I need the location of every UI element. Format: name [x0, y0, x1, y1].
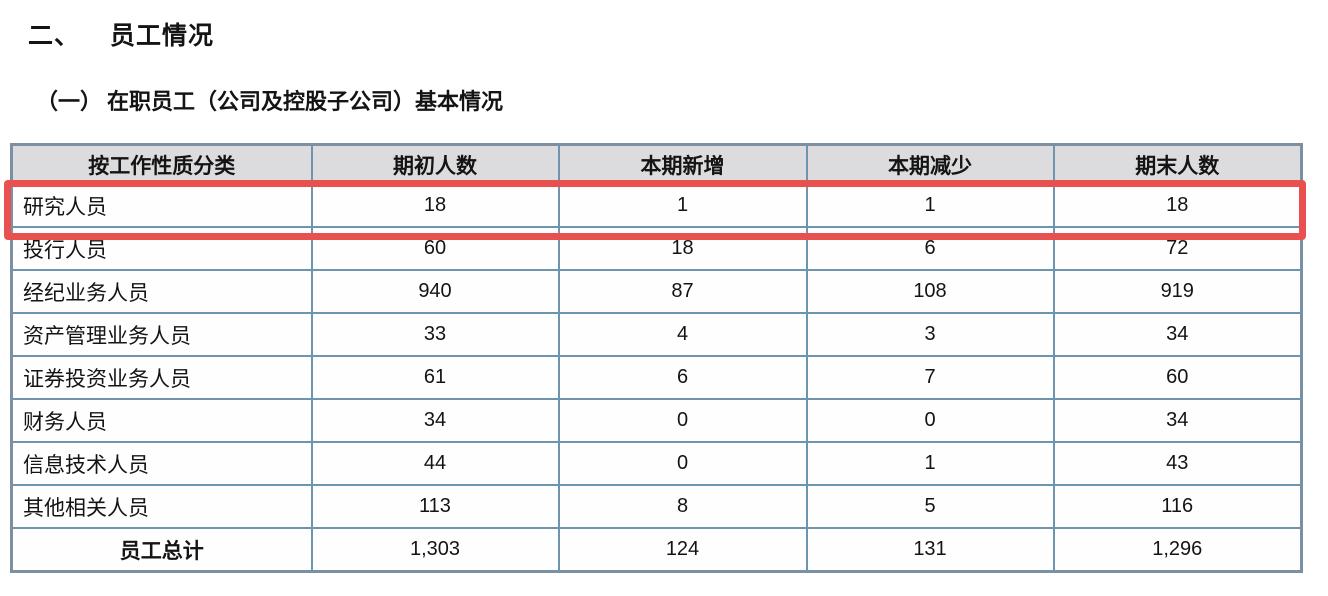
cell-category: 证券投资业务人员 — [10, 355, 313, 400]
cell-category: 信息技术人员 — [10, 441, 313, 486]
column-header: 期末人数 — [1052, 143, 1303, 185]
cell-value: 61 — [310, 355, 560, 400]
cell-value: 940 — [310, 269, 560, 314]
table-row: 其他相关人员 113 8 5 116 — [10, 484, 1303, 529]
table-row: 经纪业务人员 940 87 108 919 — [10, 269, 1303, 314]
cell-value: 33 — [310, 312, 560, 357]
cell-category: 经纪业务人员 — [10, 269, 313, 314]
cell-value: 34 — [1052, 398, 1303, 443]
table-row: 信息技术人员 44 0 1 43 — [10, 441, 1303, 486]
cell-value: 4 — [557, 312, 808, 357]
cell-value: 44 — [310, 441, 560, 486]
table-header-row: 按工作性质分类 期初人数 本期新增 本期减少 期末人数 — [10, 143, 1303, 185]
cell-value: 8 — [557, 484, 808, 529]
cell-value: 0 — [557, 441, 808, 486]
employee-table-container: 按工作性质分类 期初人数 本期新增 本期减少 期末人数 研究人员 18 1 1 18 投行人员 60… — [4, 143, 1306, 573]
table-row: 证券投资业务人员 61 6 7 60 — [10, 355, 1303, 400]
cell-value: 0 — [557, 398, 808, 443]
employee-table: 按工作性质分类 期初人数 本期新增 本期减少 期末人数 研究人员 18 1 1 18 投行人员 60… — [10, 143, 1303, 573]
table-total-row: 员工总计 1,303 124 131 1,296 — [10, 527, 1303, 573]
cell-value: 6 — [805, 226, 1055, 271]
cell-value: 131 — [805, 527, 1055, 573]
section-title: 员工情况 — [110, 23, 215, 50]
column-header: 本期减少 — [805, 143, 1055, 185]
cell-value: 124 — [557, 527, 808, 573]
section-number: 二、 — [28, 23, 81, 50]
table-row: 财务人员 34 0 0 34 — [10, 398, 1303, 443]
column-header: 本期新增 — [557, 143, 808, 185]
table-body: 研究人员 18 1 1 18 投行人员 60 18 6 72 经纪业务人员 940 87 108 919 资产… — [10, 183, 1303, 573]
cell-value: 108 — [805, 269, 1055, 314]
cell-value: 3 — [805, 312, 1055, 357]
cell-value: 6 — [557, 355, 808, 400]
cell-value: 113 — [310, 484, 560, 529]
cell-value: 1,296 — [1052, 527, 1303, 573]
cell-value: 43 — [1052, 441, 1303, 486]
cell-category: 资产管理业务人员 — [10, 312, 313, 357]
cell-value: 87 — [557, 269, 808, 314]
column-header: 期初人数 — [310, 143, 560, 185]
cell-value: 34 — [1052, 312, 1303, 357]
cell-category: 其他相关人员 — [10, 484, 313, 529]
column-header: 按工作性质分类 — [10, 143, 313, 185]
cell-category: 财务人员 — [10, 398, 313, 443]
cell-value: 18 — [557, 226, 808, 271]
cell-category: 员工总计 — [10, 527, 313, 573]
subsection-number: （一） — [36, 89, 103, 114]
cell-category: 研究人员 — [10, 183, 313, 228]
table-row: 投行人员 60 18 6 72 — [10, 226, 1303, 271]
cell-category: 投行人员 — [10, 226, 313, 271]
cell-value: 1 — [805, 183, 1055, 228]
cell-value: 1 — [557, 183, 808, 228]
cell-value: 60 — [310, 226, 560, 271]
cell-value: 116 — [1052, 484, 1303, 529]
cell-value: 34 — [310, 398, 560, 443]
section-heading: 二、 员工情况 — [28, 16, 214, 52]
subsection-heading: （一） 在职员工（公司及控股子公司）基本情况 — [36, 84, 503, 116]
cell-value: 919 — [1052, 269, 1303, 314]
cell-value: 1,303 — [310, 527, 560, 573]
table-row: 资产管理业务人员 33 4 3 34 — [10, 312, 1303, 357]
cell-value: 60 — [1052, 355, 1303, 400]
cell-value: 72 — [1052, 226, 1303, 271]
subsection-title: 在职员工（公司及控股子公司）基本情况 — [107, 89, 504, 114]
cell-value: 7 — [805, 355, 1055, 400]
table-row: 研究人员 18 1 1 18 — [10, 183, 1303, 228]
cell-value: 0 — [805, 398, 1055, 443]
cell-value: 5 — [805, 484, 1055, 529]
cell-value: 18 — [310, 183, 560, 228]
cell-value: 18 — [1052, 183, 1303, 228]
cell-value: 1 — [805, 441, 1055, 486]
